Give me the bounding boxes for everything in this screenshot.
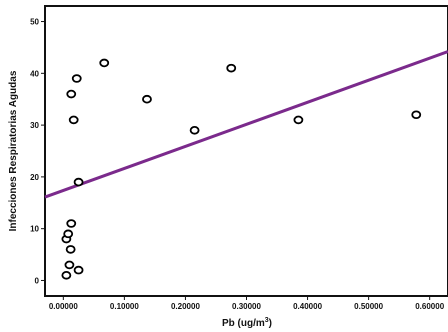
data-point bbox=[226, 63, 237, 73]
x-tick-label: 0.30000 bbox=[232, 302, 261, 311]
y-tick-label: 30 bbox=[30, 121, 39, 130]
y-tick-label: 10 bbox=[30, 225, 39, 234]
y-axis-ticks: 0 10 20 30 40 50 bbox=[30, 18, 45, 285]
y-tick-label: 40 bbox=[30, 69, 39, 78]
x-tick-label: 0.60000 bbox=[415, 302, 444, 311]
y-tick-label: 50 bbox=[30, 18, 39, 27]
data-point bbox=[189, 125, 200, 135]
x-axis-ticks: 0.00000 0.10000 0.20000 0.30000 0.40000 0.500… bbox=[49, 296, 445, 311]
data-point bbox=[142, 94, 152, 104]
data-point bbox=[63, 229, 74, 239]
data-point bbox=[68, 115, 79, 125]
y-tick-label: 20 bbox=[30, 173, 39, 182]
x-tick-label: 0.40000 bbox=[293, 302, 322, 311]
data-point bbox=[64, 260, 75, 270]
data-point bbox=[65, 245, 76, 254]
plot-frame bbox=[44, 5, 448, 297]
y-axis-label: Infecciones Respiratorias Agudas bbox=[8, 70, 19, 231]
data-points bbox=[61, 58, 422, 280]
x-axis-label: Pb (ug/m3) bbox=[222, 317, 272, 329]
y-tick-label: 0 bbox=[35, 276, 40, 285]
fit-line-layer bbox=[44, 50, 448, 199]
data-point bbox=[411, 110, 422, 120]
data-point bbox=[61, 270, 72, 280]
data-point bbox=[293, 115, 304, 125]
x-tick-label: 0.00000 bbox=[49, 302, 78, 311]
data-point bbox=[99, 58, 110, 68]
x-tick-label: 0.10000 bbox=[110, 302, 139, 311]
fit-line bbox=[44, 50, 448, 199]
x-tick-label: 0.20000 bbox=[171, 302, 200, 311]
data-point bbox=[73, 265, 84, 275]
data-point bbox=[73, 177, 84, 187]
data-point bbox=[66, 219, 77, 228]
data-point bbox=[71, 74, 82, 83]
data-point bbox=[66, 89, 77, 99]
x-tick-label: 0.50000 bbox=[354, 302, 383, 311]
